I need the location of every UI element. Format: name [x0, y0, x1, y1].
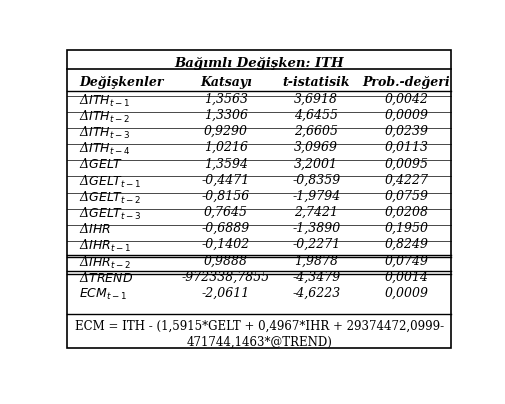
Text: 0,0014: 0,0014: [384, 271, 428, 284]
Text: Katsayı: Katsayı: [199, 76, 251, 89]
Text: Δ$ITH_{t-3}$: Δ$ITH_{t-3}$: [79, 125, 130, 141]
Text: 2,7421: 2,7421: [293, 206, 337, 219]
Text: 0,8249: 0,8249: [384, 238, 428, 251]
Text: 0,0749: 0,0749: [384, 255, 428, 267]
Text: $ECM_{t-1}$: $ECM_{t-1}$: [79, 287, 127, 302]
Text: -0,8156: -0,8156: [201, 190, 249, 203]
Text: ECM = ITH - (1,5915*GELT + 0,4967*IHR + 29374472,0999-: ECM = ITH - (1,5915*GELT + 0,4967*IHR + …: [75, 320, 443, 333]
Text: 1,3306: 1,3306: [204, 109, 247, 122]
Text: 1,9878: 1,9878: [293, 255, 337, 267]
Text: -4,6223: -4,6223: [291, 287, 340, 300]
Text: 0,0239: 0,0239: [384, 125, 428, 138]
Text: Δ$IHR_{t-2}$: Δ$IHR_{t-2}$: [79, 255, 131, 271]
Text: 3,2001: 3,2001: [293, 157, 337, 170]
Text: Δ$GELT_{t-2}$: Δ$GELT_{t-2}$: [79, 190, 141, 206]
Text: Δ$ITH_{t-2}$: Δ$ITH_{t-2}$: [79, 109, 130, 125]
Text: 0,9888: 0,9888: [204, 255, 247, 267]
Text: 0,4227: 0,4227: [384, 174, 428, 187]
Text: t-istatisik: t-istatisik: [282, 76, 349, 89]
Text: 2,6605: 2,6605: [293, 125, 337, 138]
Text: -0,4471: -0,4471: [201, 174, 249, 187]
Text: Δ$GELT_{t-3}$: Δ$GELT_{t-3}$: [79, 206, 141, 222]
Text: 1,0216: 1,0216: [204, 141, 247, 154]
Text: 0,0759: 0,0759: [384, 190, 428, 203]
Text: 0,0042: 0,0042: [384, 93, 428, 106]
Text: -0,2271: -0,2271: [291, 238, 340, 251]
Text: -972338,7855: -972338,7855: [181, 271, 270, 284]
Text: 3,6918: 3,6918: [293, 93, 337, 106]
Text: -0,6889: -0,6889: [201, 222, 249, 235]
Text: 0,1950: 0,1950: [384, 222, 428, 235]
Text: Bağımlı Değişken: ITH: Bağımlı Değişken: ITH: [174, 57, 343, 70]
Text: 0,9290: 0,9290: [204, 125, 247, 138]
Text: -1,9794: -1,9794: [291, 190, 340, 203]
Text: 0,7645: 0,7645: [204, 206, 247, 219]
Text: Prob.-değeri: Prob.-değeri: [362, 76, 449, 89]
Text: 0,0113: 0,0113: [384, 141, 428, 154]
Text: Δ$IHR$: Δ$IHR$: [79, 222, 111, 236]
Text: 1,3594: 1,3594: [204, 157, 247, 170]
Text: Δ$ITH_{t-1}$: Δ$ITH_{t-1}$: [79, 93, 130, 109]
Text: Değişkenler: Değişkenler: [79, 76, 163, 89]
Text: 0,0009: 0,0009: [384, 109, 428, 122]
Text: Δ$GELT$: Δ$GELT$: [79, 157, 123, 171]
Text: 0,0208: 0,0208: [384, 206, 428, 219]
Text: Δ$GELT_{t-1}$: Δ$GELT_{t-1}$: [79, 174, 141, 189]
Text: 0,0009: 0,0009: [384, 287, 428, 300]
Text: 4,6455: 4,6455: [293, 109, 337, 122]
Text: Δ$ITH_{t-4}$: Δ$ITH_{t-4}$: [79, 141, 130, 157]
Text: 3,0969: 3,0969: [293, 141, 337, 154]
Text: -0,8359: -0,8359: [291, 174, 340, 187]
Text: -2,0611: -2,0611: [201, 287, 249, 300]
Text: 1,3563: 1,3563: [204, 93, 247, 106]
Text: -0,1402: -0,1402: [201, 238, 249, 251]
Text: Δ$TREND$: Δ$TREND$: [79, 271, 133, 284]
Text: -1,3890: -1,3890: [291, 222, 340, 235]
Text: 471744,1463*@TREND): 471744,1463*@TREND): [186, 336, 332, 349]
Text: -4,3479: -4,3479: [291, 271, 340, 284]
Text: Δ$IHR_{t-1}$: Δ$IHR_{t-1}$: [79, 238, 131, 255]
Text: 0,0095: 0,0095: [384, 157, 428, 170]
